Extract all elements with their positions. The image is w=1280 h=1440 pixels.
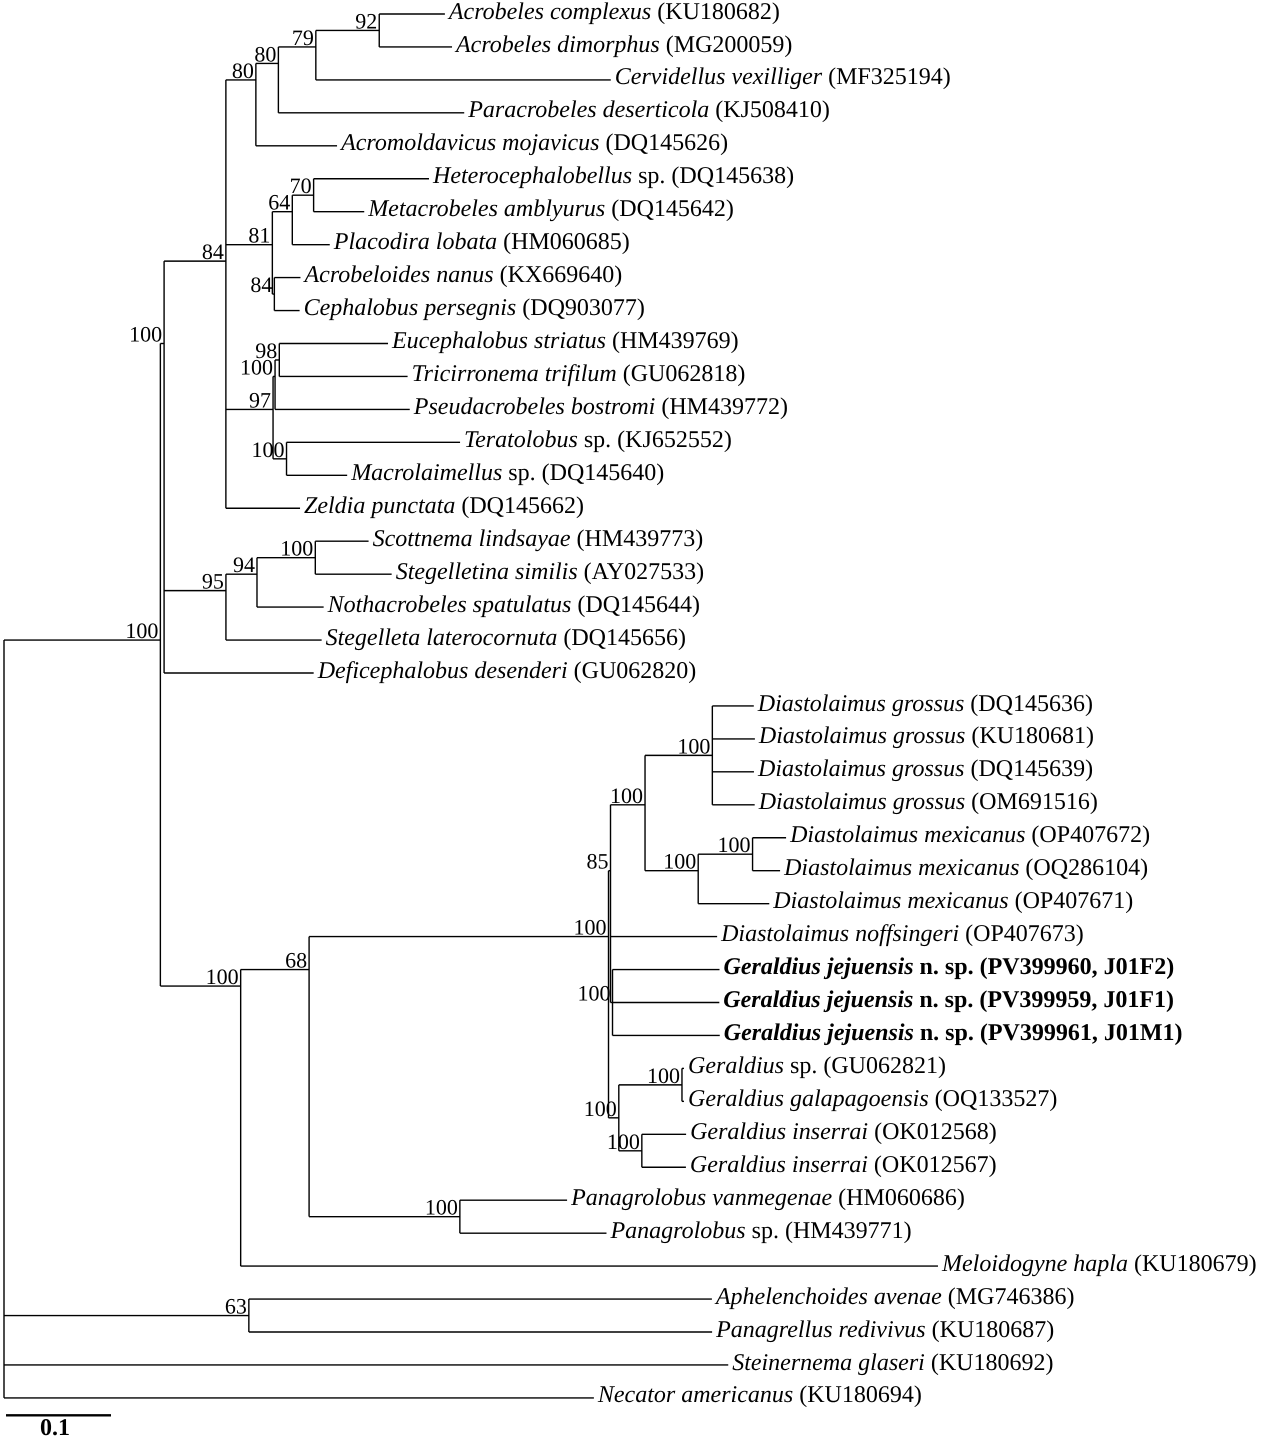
svg-text:63: 63: [225, 1294, 247, 1319]
svg-text:64: 64: [268, 190, 290, 215]
svg-text:100: 100: [647, 1063, 680, 1088]
svg-text:92: 92: [355, 8, 377, 33]
svg-text:100: 100: [280, 536, 313, 561]
svg-text:85: 85: [587, 849, 609, 874]
svg-text:100: 100: [125, 618, 158, 643]
svg-text:68: 68: [285, 948, 307, 973]
svg-text:94: 94: [233, 552, 255, 577]
svg-text:100: 100: [584, 1096, 617, 1121]
svg-text:70: 70: [290, 173, 312, 198]
svg-text:100: 100: [578, 981, 611, 1006]
svg-text:100: 100: [206, 964, 239, 989]
svg-text:95: 95: [202, 569, 224, 594]
svg-text:100: 100: [129, 322, 162, 347]
svg-text:84: 84: [202, 239, 224, 264]
svg-text:100: 100: [718, 832, 751, 857]
svg-text:97: 97: [249, 387, 271, 412]
svg-text:100: 100: [425, 1195, 458, 1220]
svg-text:100: 100: [677, 733, 710, 758]
svg-text:100: 100: [607, 1129, 640, 1154]
svg-text:81: 81: [248, 223, 270, 248]
svg-text:100: 100: [252, 437, 285, 462]
svg-text:84: 84: [250, 272, 272, 297]
svg-text:98: 98: [255, 338, 277, 363]
svg-text:79: 79: [292, 25, 314, 50]
svg-text:100: 100: [663, 849, 696, 874]
svg-text:80: 80: [254, 41, 276, 66]
svg-text:100: 100: [574, 915, 607, 940]
svg-text:80: 80: [232, 58, 254, 83]
svg-text:100: 100: [610, 783, 643, 808]
